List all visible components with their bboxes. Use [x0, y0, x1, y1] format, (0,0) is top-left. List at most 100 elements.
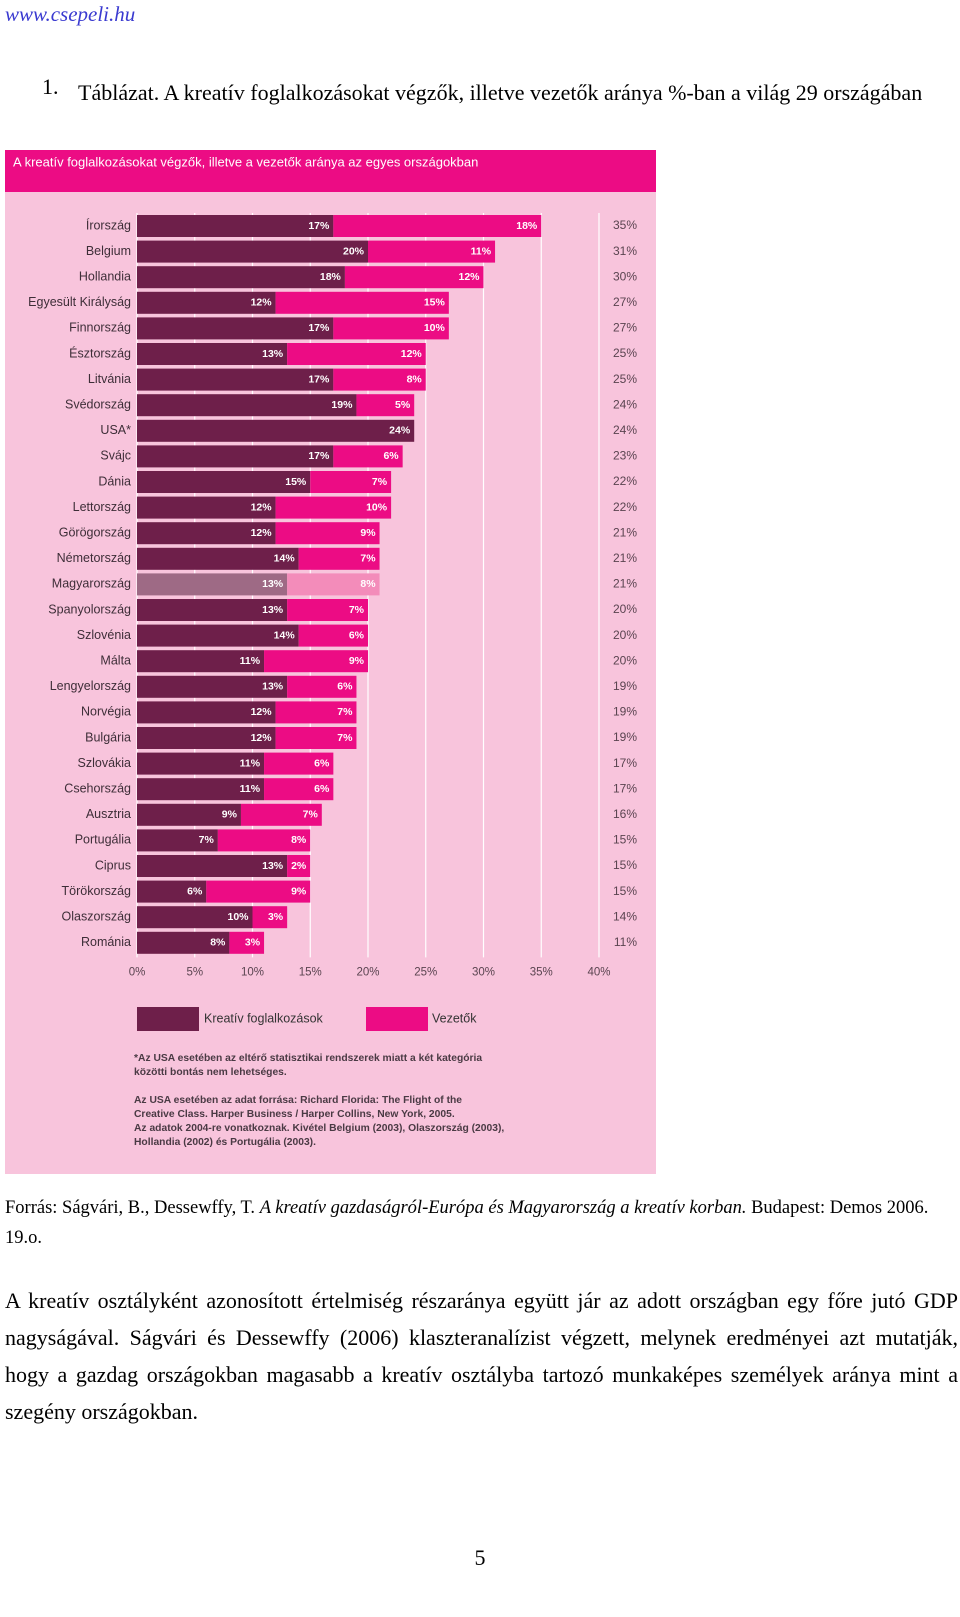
data-label-leaders: 8% [360, 578, 376, 590]
note-line: Creative Class. Harper Business / Harper… [134, 1109, 455, 1120]
source-suffix: Budapest: Demos 2006. 19.o. [5, 1198, 929, 1248]
bar-leaders [275, 496, 392, 519]
total-label: 16% [613, 807, 637, 821]
table-caption: Táblázat. A kreatív foglalkozásokat végz… [78, 80, 923, 105]
total-label: 20% [613, 628, 637, 642]
legend: Kreatív foglalkozások Vezetők [137, 1007, 477, 1031]
total-label: 25% [613, 346, 637, 360]
data-label-leaders: 10% [424, 322, 446, 334]
note-line: Hollandia (2002) és Portugália (2003). [134, 1137, 316, 1148]
legend-label-leaders: Vezetők [432, 1011, 477, 1025]
data-label-leaders: 6% [314, 783, 330, 795]
total-label: 31% [613, 244, 637, 258]
data-label-creative: 9% [222, 809, 238, 821]
category-label: Törökország [62, 884, 132, 898]
chart-title-bar [5, 150, 656, 192]
total-label: 19% [613, 679, 637, 693]
bar-creative [137, 880, 207, 903]
bar-leaders [229, 931, 265, 954]
bar-leaders [275, 291, 449, 314]
bar-leaders [264, 752, 334, 775]
bar-creative [137, 752, 265, 775]
page-number: 5 [474, 1545, 486, 1570]
category-label: Németország [57, 551, 131, 565]
data-label-leaders: 3% [268, 911, 284, 923]
bar-creative [137, 624, 299, 647]
category-label: Észtország [69, 345, 131, 360]
x-tick-label: 35% [530, 966, 553, 978]
data-label-creative: 10% [227, 911, 249, 923]
bar-leaders [333, 368, 426, 391]
category-label: Írország [86, 217, 131, 232]
x-tick-label: 30% [472, 966, 495, 978]
site-link[interactable]: www.csepeli.hu [5, 2, 136, 26]
category-label: Belgium [86, 244, 131, 258]
bar-creative [137, 215, 334, 237]
bar-creative [137, 291, 276, 314]
category-label: Szlovákia [78, 756, 132, 770]
note-line: Az adatok 2004-re vonatkoznak. Kivétel B… [134, 1123, 504, 1134]
category-label: Egyesült Királyság [28, 295, 131, 309]
bar-creative [137, 496, 276, 519]
data-label-creative: 17% [308, 373, 330, 385]
bar-leaders [333, 445, 403, 468]
data-label-leaders: 3% [245, 937, 261, 949]
bar-creative [137, 650, 265, 673]
total-label: 15% [613, 858, 637, 872]
data-label-creative: 19% [331, 399, 353, 411]
category-label: USA* [100, 423, 131, 437]
category-label: Szlovénia [77, 628, 131, 642]
data-label-creative: 12% [251, 732, 273, 744]
data-label-leaders: 6% [383, 450, 399, 462]
total-label: 19% [613, 730, 637, 744]
category-label: Dánia [98, 474, 131, 488]
note-line: közötti bontás nem lehetséges. [134, 1067, 287, 1078]
data-label-creative: 13% [262, 578, 284, 590]
data-label-creative: 12% [251, 706, 273, 718]
x-tick-label: 40% [587, 966, 610, 978]
bar-leaders [275, 701, 357, 724]
total-label: 20% [613, 653, 637, 667]
bar-creative [137, 547, 299, 570]
data-label-creative: 8% [210, 937, 226, 949]
category-label: Ciprus [95, 858, 131, 872]
x-tick-label: 20% [356, 966, 379, 978]
bar-leaders [333, 215, 542, 237]
data-label-creative: 11% [240, 757, 261, 769]
data-label-leaders: 8% [407, 373, 423, 385]
x-tick-label: 25% [414, 966, 437, 978]
source-citation: Forrás: Ságvári, B., Dessewffy, T. A kre… [5, 1193, 955, 1253]
bar-creative [137, 240, 368, 263]
bar-creative [137, 419, 415, 442]
caption-number: 1. [42, 74, 59, 99]
total-label: 17% [613, 756, 637, 770]
data-label-creative: 6% [187, 885, 203, 897]
data-label-creative: 11% [240, 655, 261, 667]
bar-leaders [368, 240, 496, 263]
data-label-creative: 13% [262, 681, 284, 693]
stacked-bar-chart: A kreatív foglalkozásokat végzők, illetv… [5, 150, 656, 1174]
data-label-leaders: 7% [337, 732, 353, 744]
data-label-creative: 20% [343, 245, 365, 257]
data-label-creative: 15% [285, 476, 307, 488]
category-label: Románia [81, 935, 131, 949]
legend-swatch-creative [137, 1007, 199, 1031]
bar-leaders [264, 778, 334, 801]
data-label-creative: 14% [274, 629, 296, 641]
data-label-creative: 13% [262, 348, 284, 360]
data-label-leaders: 5% [395, 399, 411, 411]
data-label-leaders: 6% [349, 629, 365, 641]
data-label-leaders: 7% [303, 809, 319, 821]
data-label-creative: 14% [274, 553, 296, 565]
data-label-leaders: 9% [360, 527, 376, 539]
data-label-leaders: 12% [401, 348, 423, 360]
note-line: *Az USA esetében az eltérő statisztikai … [134, 1053, 482, 1064]
bar-creative [137, 675, 288, 698]
category-label: Ausztria [86, 807, 131, 821]
data-label-creative: 12% [251, 297, 273, 309]
data-label-leaders: 15% [424, 297, 446, 309]
total-label: 20% [613, 602, 637, 616]
total-label: 27% [613, 295, 637, 309]
row-labels: Írország Belgium Hollandia Egyesült Királys… [28, 217, 131, 949]
bar-leaders [344, 266, 484, 289]
